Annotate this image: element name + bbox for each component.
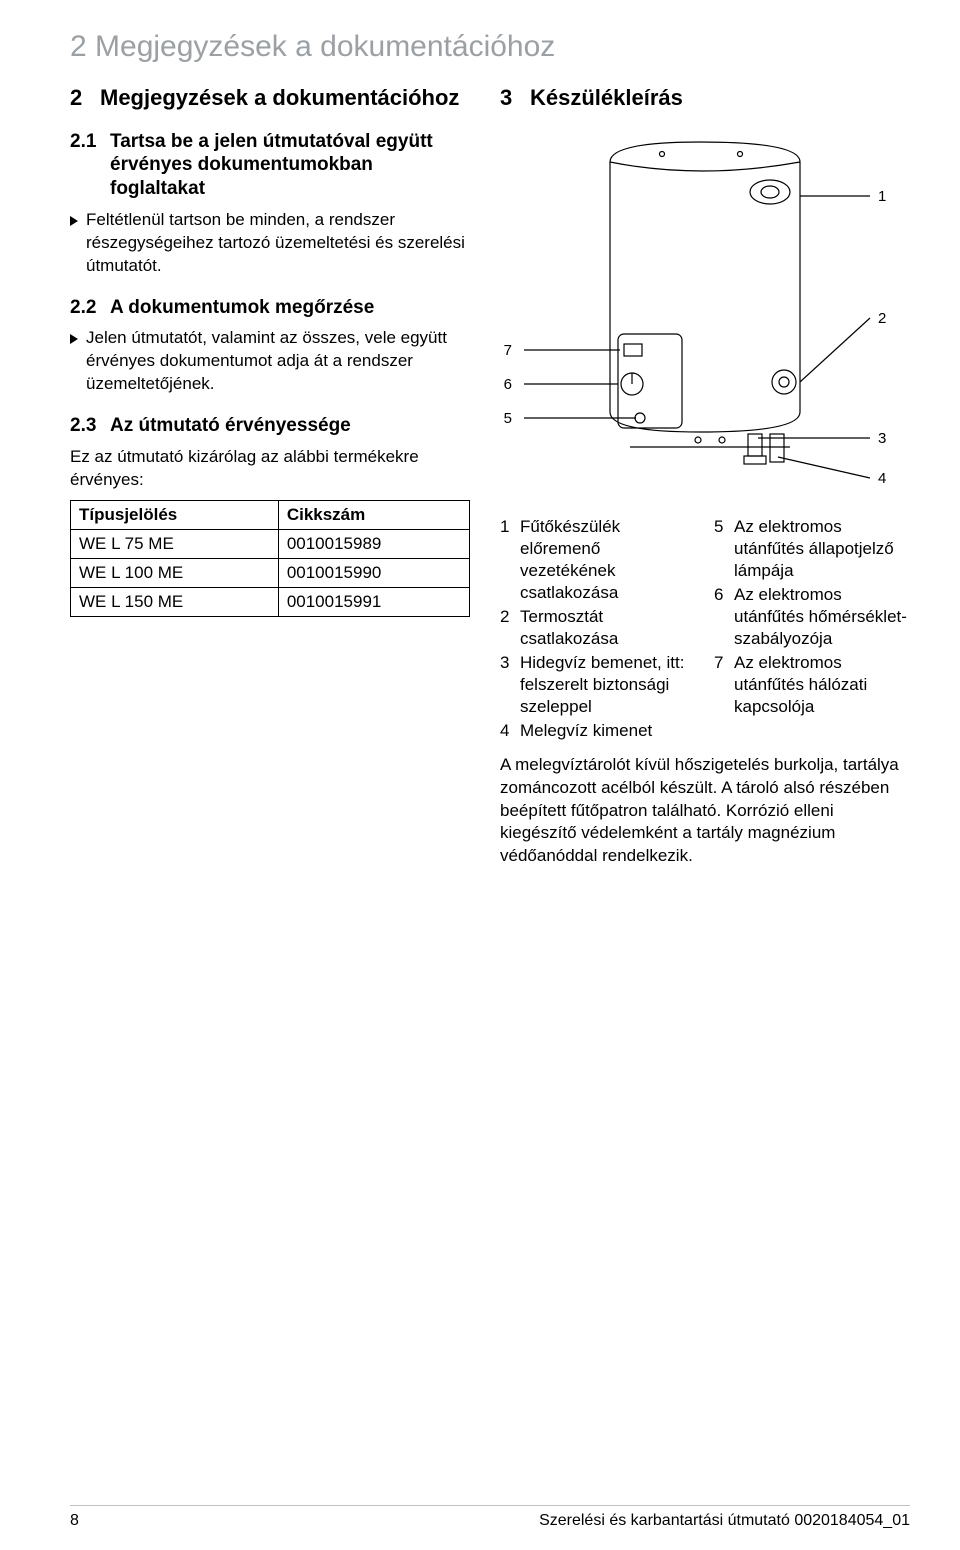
legend-item: 2Termosztát csatlakozása	[500, 606, 696, 650]
legend-item: 1Fűtőkészülék előremenő vezetékének csat…	[500, 516, 696, 604]
right-h3-num: 3	[500, 84, 520, 112]
legend-text: Az elektromos utánfűtés állapotjelző lám…	[734, 516, 910, 582]
table-cell: WE L 75 ME	[71, 529, 279, 558]
table-cell: 0010015989	[278, 529, 469, 558]
right-h3-text: Készülékleírás	[530, 84, 683, 112]
svg-text:5: 5	[504, 410, 512, 427]
sub-2-1-text: Tartsa be a jelen útmutatóval együtt érv…	[110, 130, 470, 201]
sub-2-2-bullet: Jelen útmutatót, valamint az összes, vel…	[70, 327, 470, 396]
legend-number: 1	[500, 516, 514, 604]
sub-2-1-bullet: Feltétlenül tartson be minden, a rendsze…	[70, 209, 470, 278]
device-diagram: 1 2 3 4 5 6 7	[500, 122, 890, 502]
left-h3: 2 Megjegyzések a dokumentációhoz	[70, 84, 470, 112]
legend-item: 7Az elektromos utánfűtés hálózati kapcso…	[714, 652, 910, 718]
legend-item: 5Az elektromos utánfűtés állapotjelző lá…	[714, 516, 910, 582]
legend-text: Az elektromos utánfűtés hőmérséklet-szab…	[734, 584, 910, 650]
legend-text: Fűtőkészülék előremenő vezetékének csatl…	[520, 516, 696, 604]
sub-2-2-num: 2.2	[70, 296, 100, 320]
sub-2-2-text: A dokumentumok megőrzése	[110, 296, 374, 320]
legend-text: Hidegvíz bemenet, itt: felszerelt bizton…	[520, 652, 696, 718]
legend-number: 6	[714, 584, 728, 650]
svg-text:1: 1	[878, 188, 886, 205]
table-col-0: Típusjelölés	[71, 500, 279, 529]
table-row: WE L 75 ME0010015989	[71, 529, 470, 558]
table-col-1: Cikkszám	[278, 500, 469, 529]
legend-number: 5	[714, 516, 728, 582]
legend-right-col: 5Az elektromos utánfűtés állapotjelző lá…	[714, 516, 910, 745]
type-table: Típusjelölés Cikkszám WE L 75 ME00100159…	[70, 500, 470, 617]
sub-2-3-text: Az útmutató érvényessége	[110, 414, 351, 438]
content-columns: 2 Megjegyzések a dokumentációhoz 2.1 Tar…	[70, 84, 910, 867]
legend-number: 3	[500, 652, 514, 718]
svg-text:6: 6	[504, 376, 512, 393]
legend-number: 2	[500, 606, 514, 650]
legend-text: Melegvíz kimenet	[520, 720, 652, 742]
legend-item: 3Hidegvíz bemenet, itt: felszerelt bizto…	[500, 652, 696, 718]
sub-2-1-bullet-text: Feltétlenül tartson be minden, a rendsze…	[86, 209, 470, 278]
legend-text: Az elektromos utánfűtés hálózati kapcsol…	[734, 652, 910, 718]
triangle-icon	[70, 334, 78, 344]
sub-2-3-title: 2.3 Az útmutató érvényessége	[70, 414, 470, 438]
page-footer: 8 Szerelési és karbantartási útmutató 00…	[70, 1505, 910, 1530]
sub-2-2-bullet-text: Jelen útmutatót, valamint az összes, vel…	[86, 327, 470, 396]
sub-2-3-para: Ez az útmutató kizárólag az alábbi termé…	[70, 446, 470, 492]
right-h3: 3 Készülékleírás	[500, 84, 910, 112]
page-section-heading: 2 Megjegyzések a dokumentációhoz	[70, 30, 910, 64]
diagram-legend: 1Fűtőkészülék előremenő vezetékének csat…	[500, 516, 910, 745]
sub-2-1-num: 2.1	[70, 130, 100, 201]
svg-text:7: 7	[504, 342, 512, 359]
legend-item: 4 Melegvíz kimenet	[500, 720, 696, 742]
left-h3-num: 2	[70, 84, 90, 112]
sub-2-2-title: 2.2 A dokumentumok megőrzése	[70, 296, 470, 320]
closing-paragraph: A melegvíztárolót kívül hőszigetelés bur…	[500, 754, 910, 867]
table-cell: 0010015990	[278, 558, 469, 587]
sub-2-1-title: 2.1 Tartsa be a jelen útmutatóval együtt…	[70, 130, 470, 201]
table-cell: WE L 100 ME	[71, 558, 279, 587]
svg-text:4: 4	[878, 470, 886, 487]
device-svg: 1 2 3 4 5 6 7	[500, 122, 890, 502]
triangle-icon	[70, 216, 78, 226]
legend-text: Termosztát csatlakozása	[520, 606, 696, 650]
left-h3-text: Megjegyzések a dokumentációhoz	[100, 84, 459, 112]
table-row: WE L 150 ME0010015991	[71, 587, 470, 616]
left-column: 2 Megjegyzések a dokumentációhoz 2.1 Tar…	[70, 84, 470, 867]
legend-number: 4	[500, 720, 514, 742]
table-cell: 0010015991	[278, 587, 469, 616]
legend-left-col: 1Fűtőkészülék előremenő vezetékének csat…	[500, 516, 696, 745]
page-number: 8	[70, 1512, 79, 1530]
footer-text: Szerelési és karbantartási útmutató 0020…	[539, 1512, 910, 1530]
right-column: 3 Készülékleírás	[500, 84, 910, 867]
legend-number: 7	[714, 652, 728, 718]
table-row: WE L 100 ME0010015990	[71, 558, 470, 587]
sub-2-3-num: 2.3	[70, 414, 100, 438]
svg-text:2: 2	[878, 310, 886, 327]
svg-text:3: 3	[878, 430, 886, 447]
legend-item: 6Az elektromos utánfűtés hőmérséklet-sza…	[714, 584, 910, 650]
table-cell: WE L 150 ME	[71, 587, 279, 616]
